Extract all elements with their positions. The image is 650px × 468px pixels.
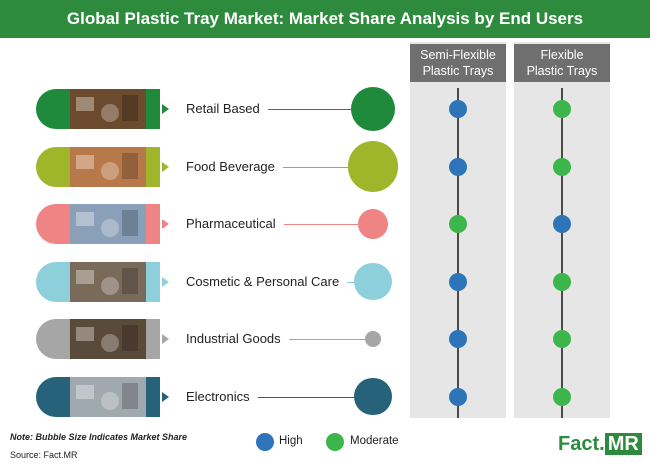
- row-arrow-icon: [162, 104, 169, 114]
- row-connector: [283, 224, 358, 225]
- logo-mr: MR: [604, 433, 642, 455]
- market-share-bubble: [354, 377, 392, 416]
- row-right-cap: [146, 146, 160, 187]
- row-left-cap: [36, 319, 70, 359]
- row-photo: [70, 319, 146, 359]
- legend-moderate-label: Moderate: [350, 435, 399, 447]
- flexible-status-dot: [553, 215, 571, 233]
- flexible-status-dot: [553, 330, 571, 348]
- logo-fact: Fact.: [558, 433, 605, 455]
- semi-flexible-status-dot: [449, 100, 467, 118]
- row-left-cap: [36, 376, 70, 417]
- bubble-size-note: Note: Bubble Size Indicates Market Share: [10, 432, 188, 442]
- flexible-status-dot: [553, 272, 571, 291]
- semi-flexible-status-dot: [449, 330, 467, 348]
- row-photo: [70, 376, 146, 417]
- semi-flexible-status-dot: [449, 215, 467, 233]
- row-label: Industrial Goods: [186, 331, 281, 346]
- row-connector: [288, 339, 365, 340]
- market-share-bubble: [357, 208, 389, 240]
- row-label: Pharmaceutical: [186, 216, 276, 231]
- semi-flexible-header-line1: Semi-Flexible: [420, 48, 496, 62]
- chart-title: Global Plastic Tray Market: Market Share…: [0, 0, 650, 38]
- semi-flexible-status-dot: [449, 157, 467, 176]
- row-arrow-icon: [162, 219, 169, 229]
- flexible-status-dot: [553, 100, 571, 118]
- flexible-status-dot: [553, 387, 571, 406]
- semi-flexible-status-dot: [449, 387, 467, 406]
- row-left-cap: [36, 261, 70, 302]
- row-left-cap: [36, 204, 70, 244]
- row-connector: [257, 396, 355, 398]
- row-photo: [70, 89, 146, 129]
- row-right-cap: [146, 89, 160, 129]
- row-arrow-icon: [162, 391, 169, 402]
- row-arrow-icon: [162, 161, 169, 172]
- row-right-cap: [146, 376, 160, 417]
- row-right-cap: [146, 261, 160, 302]
- legend-high-dot: [256, 433, 274, 451]
- row-label: Electronics: [186, 388, 250, 404]
- market-share-bubble: [364, 330, 382, 348]
- source-text: Source: Fact.MR: [10, 450, 78, 460]
- semi-flexible-status-dot: [449, 272, 467, 291]
- market-share-bubble: [347, 141, 399, 192]
- flexible-status-dot: [553, 157, 571, 176]
- flexible-header-line1: Flexible: [540, 48, 584, 62]
- row-arrow-icon: [162, 276, 169, 287]
- flexible-header-line2: Plastic Trays: [526, 64, 598, 78]
- row-label: Food Beverage: [186, 158, 275, 174]
- row-right-cap: [146, 319, 160, 359]
- market-share-bubble: [351, 87, 395, 131]
- row-connector: [267, 109, 351, 110]
- row-label: Retail Based: [186, 101, 260, 116]
- factmr-logo: Fact. MR: [558, 430, 642, 458]
- row-connector: [282, 166, 348, 168]
- row-left-cap: [36, 146, 70, 187]
- market-share-bubble: [354, 262, 392, 301]
- row-photo: [70, 146, 146, 187]
- row-right-cap: [146, 204, 160, 244]
- legend-moderate-dot: [326, 433, 344, 451]
- row-connector: [347, 281, 355, 283]
- semi-flexible-column-line: [457, 88, 459, 418]
- row-left-cap: [36, 89, 70, 129]
- legend-high-label: High: [279, 435, 303, 447]
- row-photo: [70, 261, 146, 302]
- flexible-column-line: [561, 88, 563, 418]
- flexible-column-header: Flexible Plastic Trays: [514, 44, 610, 82]
- row-photo: [70, 204, 146, 244]
- row-arrow-icon: [162, 334, 169, 344]
- semi-flexible-column-header: Semi-Flexible Plastic Trays: [410, 44, 506, 82]
- row-label: Cosmetic & Personal Care: [186, 273, 340, 289]
- semi-flexible-header-line2: Plastic Trays: [422, 64, 494, 78]
